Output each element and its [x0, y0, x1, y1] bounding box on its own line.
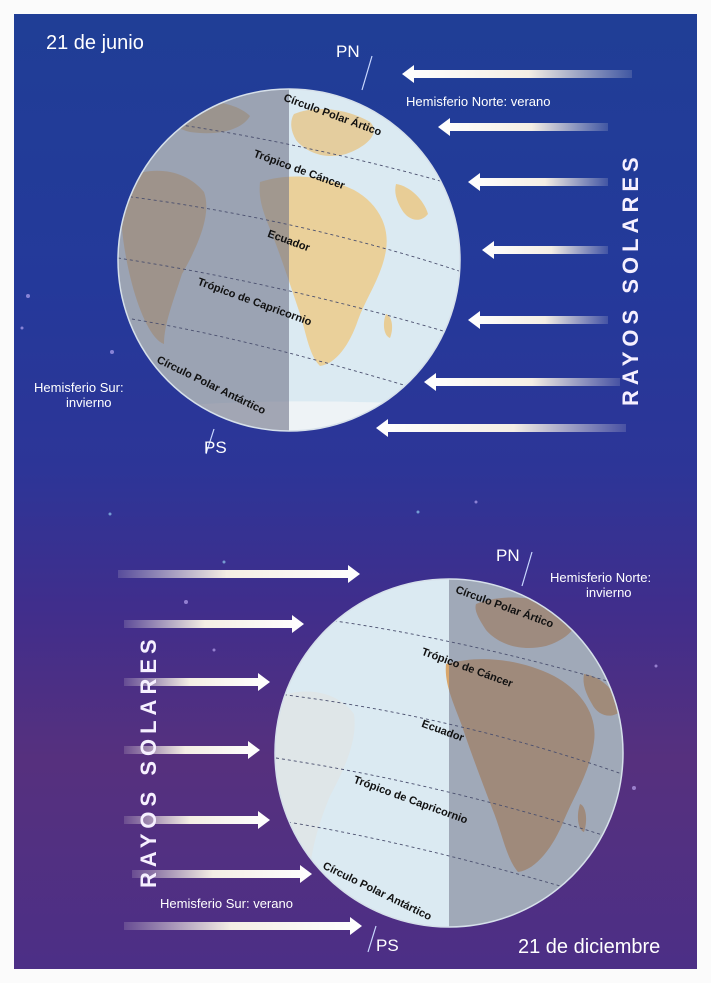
globe-june [117, 55, 461, 455]
north-pole-label-december: PN [496, 546, 520, 565]
diagram-graphics [20, 55, 658, 953]
diagram-panel: 21 de junio PN PS Hemisferio Norte: vera… [14, 14, 697, 969]
south-hemisphere-line2: invierno [66, 395, 112, 410]
south-pole-label-june: PS [204, 438, 227, 457]
north-hemisphere-label-december: Hemisferio Norte: invierno [550, 570, 651, 600]
globe-december [274, 551, 624, 953]
north-pole-label-june: PN [336, 42, 360, 61]
solar-rays-december [118, 565, 362, 935]
solar-rays-label-december: RAYOS SOLARES [136, 634, 161, 888]
south-hemisphere-line1: Hemisferio Sur: [34, 380, 124, 395]
north-hemisphere-line1: Hemisferio Norte: [550, 570, 652, 585]
south-hemisphere-label-june: Hemisferio Sur: invierno [34, 380, 124, 410]
south-hemisphere-label-december: Hemisferio Sur: verano [160, 896, 293, 911]
date-december: 21 de diciembre [518, 936, 661, 958]
stars [20, 294, 658, 790]
date-june: 21 de junio [46, 32, 144, 54]
solar-rays-label-june: RAYOS SOLARES [618, 152, 643, 406]
solar-rays-june [376, 65, 632, 437]
north-hemisphere-line2: invierno [586, 585, 632, 600]
north-hemisphere-label-june: Hemisferio Norte: verano [406, 94, 551, 109]
south-pole-label-december: PS [376, 936, 399, 955]
